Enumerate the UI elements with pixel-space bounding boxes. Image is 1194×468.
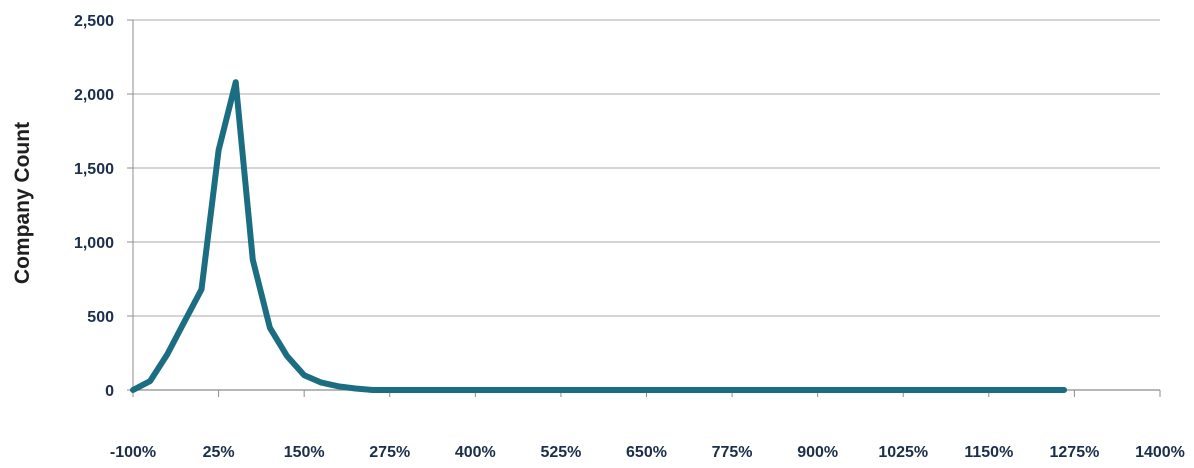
- x-tick-label: 150%: [284, 444, 325, 461]
- gridlines: [133, 19, 1160, 317]
- x-tick-label: 1025%: [878, 444, 928, 461]
- x-tick-label: 400%: [455, 444, 496, 461]
- y-tick-label: 2,500: [74, 13, 114, 30]
- y-tick-label: 0: [105, 383, 114, 400]
- series-line: [130, 79, 1068, 393]
- x-tick-label: 25%: [203, 444, 235, 461]
- axes: [132, 20, 1160, 391]
- x-tick-label: 525%: [540, 444, 581, 461]
- x-tick-label: 1400%: [1135, 444, 1185, 461]
- y-tick-label: 500: [87, 309, 114, 326]
- series-group: [130, 79, 1068, 393]
- x-tick-label: 775%: [712, 444, 753, 461]
- x-tick-label: 1150%: [964, 444, 1013, 461]
- y-tick-label: 1,500: [74, 161, 114, 178]
- x-tick-label: 650%: [626, 444, 667, 461]
- x-tick-label: 1275%: [1050, 444, 1100, 461]
- x-tick-label: 275%: [369, 444, 410, 461]
- x-axis-ticks: -100% 25% 150% 275% 400% 525% 650% 775% 900% 1025…: [110, 390, 1185, 461]
- y-axis-ticks: 0 500 1,000 1,500 2,000 2,500: [74, 13, 133, 400]
- y-tick-label: 2,000: [74, 87, 114, 104]
- y-tick-label: 1,000: [74, 235, 114, 252]
- x-tick-label: -100%: [110, 444, 156, 461]
- x-tick-label: 900%: [797, 444, 838, 461]
- y-axis-title: Company Count: [11, 122, 34, 284]
